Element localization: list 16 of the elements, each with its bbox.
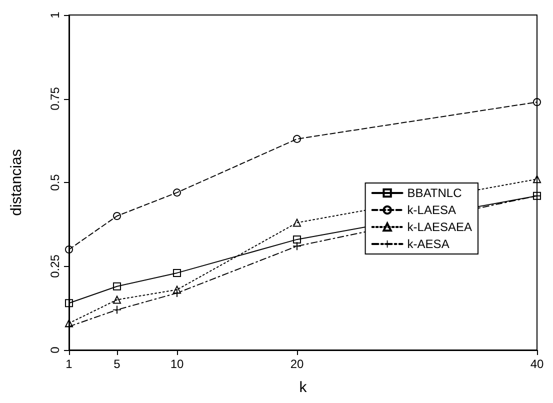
y-tick-label: 1 — [48, 11, 62, 18]
legend-label: k-LAESA — [407, 203, 456, 217]
legend-label: BBATNLC — [407, 186, 462, 200]
x-tick-label: 1 — [66, 357, 73, 371]
y-tick-label: 0 — [48, 346, 62, 354]
y-tick-label: 0.5 — [48, 174, 62, 191]
x-tick-label: 40 — [530, 357, 544, 371]
x-tick-label: 20 — [290, 357, 304, 371]
y-tick-label: 0.25 — [48, 254, 62, 278]
x-tick-label: 10 — [170, 357, 184, 371]
legend-label: k-LAESAEA — [407, 220, 472, 234]
y-tick-label: 0.75 — [48, 86, 62, 110]
x-axis-title: k — [299, 379, 308, 396]
x-tick-label: 5 — [114, 357, 121, 371]
legend-label: k-AESA — [407, 237, 450, 251]
y-axis-title: distancias — [8, 149, 25, 216]
